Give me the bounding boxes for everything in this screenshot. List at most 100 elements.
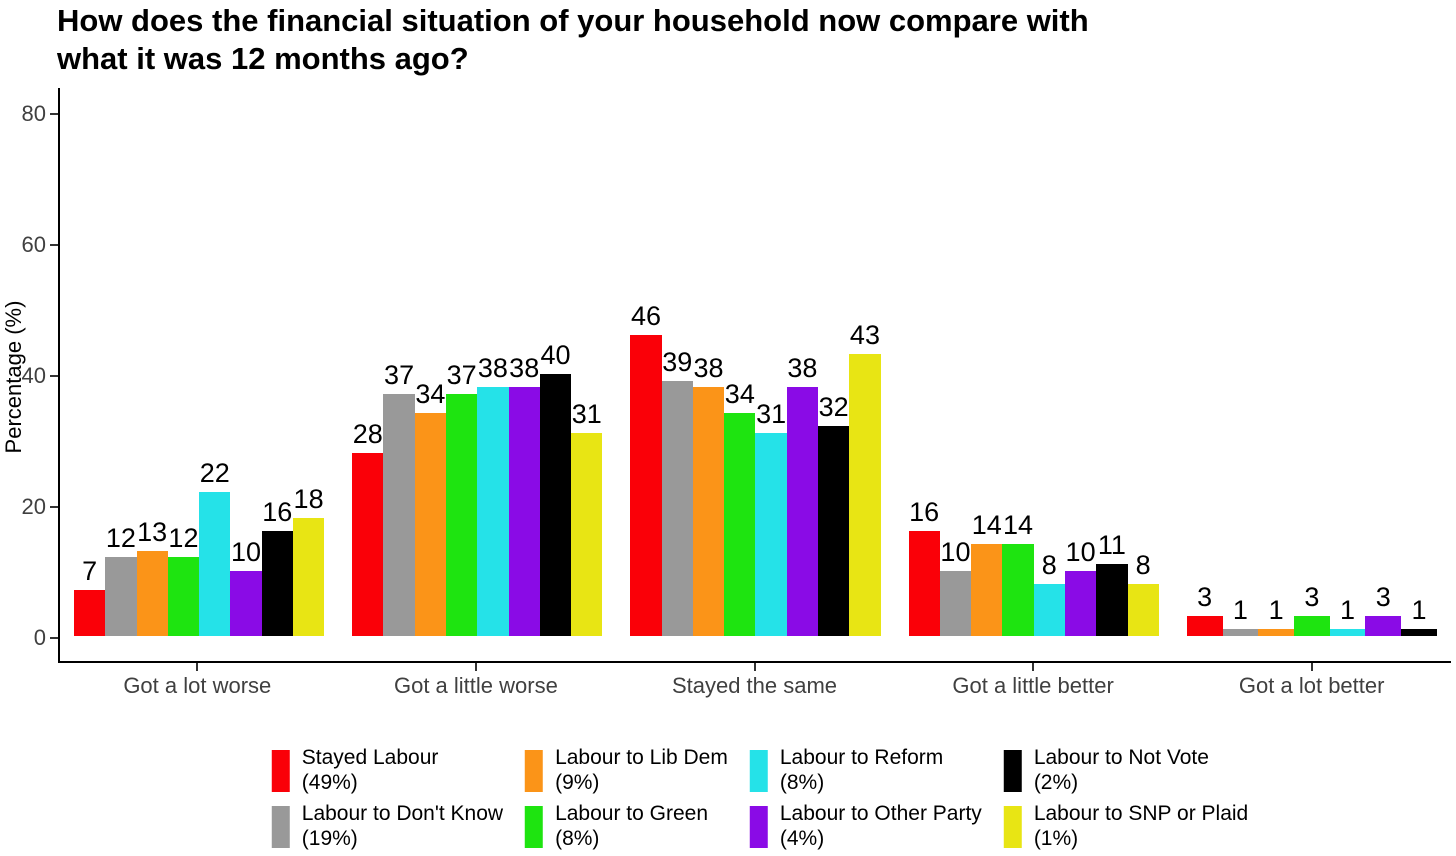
bar: 3 [1365,582,1402,636]
legend-swatch-icon [1003,805,1022,848]
y-tick-mark [50,506,58,509]
legend: Stayed Labour (49%) Labour to Don't Know (1… [271,746,1249,851]
bar-value-label: 38 [477,353,508,384]
bar-value-label: 18 [293,484,324,515]
bar-value-label: 22 [199,457,230,488]
bar-value-label: 12 [168,523,199,554]
bar-value-label: 34 [415,379,446,410]
bar-group: 16 10 14 14 8 10 11 8 [895,88,1173,661]
legend-swatch-icon [1003,749,1022,792]
legend-item: Stayed Labour (49%) [271,746,503,795]
bar-value-label: 10 [230,536,262,567]
x-tick-label: Got a little better [952,673,1114,698]
legend-series-name: Labour to SNP or Plaid [1033,802,1249,826]
bar: 1 [1222,595,1259,636]
x-tick-mark [474,663,477,671]
x-tick-label: Got a lot worse [123,673,272,698]
y-tick-label: 20 [21,494,46,520]
bar: 3 [1186,582,1223,636]
y-tick-label: 0 [33,625,46,650]
bar: 34 [414,379,446,636]
bar-value-label: 32 [818,392,849,423]
bar-value-label: 37 [446,359,477,390]
y-tick-mark [50,113,58,116]
bar: 14 [1002,510,1034,636]
y-tick-mark [50,244,58,247]
bar: 12 [105,523,137,636]
bar: 12 [167,523,200,636]
legend-series-name: Labour to Lib Dem [555,746,728,769]
x-tick-label: Got a lot better [1238,673,1385,698]
bar-value-label: 43 [849,320,880,351]
legend-series-name: Labour to Don't Know [301,802,504,826]
bar: 1 [1329,595,1366,636]
bar: 1 [1258,595,1294,636]
bar: 1 [1401,595,1437,636]
bar: 38 [508,353,540,636]
legend-item: Labour to Not Vote (2%) [1003,746,1248,795]
bar-value-label: 11 [1097,529,1126,560]
bar-value-label: 37 [384,359,415,390]
bar: 8 [1127,550,1159,636]
legend-series-share: (49%) [301,770,358,794]
bar-value-label: 3 [1375,582,1391,613]
legend-item: Labour to SNP or Plaid (1%) [1003,802,1249,851]
legend-series-share: (8%) [779,770,825,794]
bar: 16 [908,497,940,636]
bar: 40 [539,340,572,636]
y-tick-label: 60 [21,232,46,258]
bar-value-label: 12 [105,523,136,554]
legend-series-share: (4%) [779,826,825,850]
bar: 28 [352,419,384,636]
bar: 16 [261,497,293,636]
bar: 10 [939,537,972,636]
legend-swatch-icon [271,749,290,792]
x-tick-mark [753,663,756,671]
bar-value-label: 10 [1065,536,1096,567]
legend-swatch-icon [525,805,544,848]
bar-value-label: 7 [82,556,98,587]
chart-title: How does the financial situation of your… [57,3,1089,76]
bar-value-label: 39 [662,346,693,377]
legend-item: Labour to Other Party (4%) [749,802,982,851]
bar-value-label: 1 [1232,595,1248,626]
bar-group: 46 39 38 34 31 38 32 43 [616,88,894,661]
legend-series-name: Labour to Green [555,802,709,826]
legend-item: Labour to Reform (8%) [749,746,982,795]
bar: 38 [786,353,819,636]
bar-value-label: 38 [787,353,818,384]
x-tick-mark [196,663,199,671]
bar: 31 [571,399,603,636]
bar-group: 28 37 34 37 38 38 40 31 [338,88,616,661]
legend-column: Stayed Labour (49%) Labour to Don't Know (1… [271,746,504,851]
legend-series-name: Labour to Other Party [779,802,982,826]
bar-value-label: 31 [756,399,787,430]
bar: 38 [477,353,509,636]
bar-value-label: 28 [352,418,383,449]
legend-swatch-icon [525,749,544,792]
bar: 10 [230,537,262,636]
bar-value-label: 8 [1135,549,1151,580]
bar-value-label: 1 [1268,595,1284,626]
bar: 10 [1064,537,1097,636]
bar-value-label: 34 [724,379,755,410]
bar: 13 [136,517,168,636]
bar: 7 [73,556,106,636]
legend-swatch-icon [749,749,768,792]
legend-series-share: (2%) [1033,770,1079,794]
legend-series-share: (8%) [555,826,600,850]
legend-item: Labour to Lib Dem (9%) [525,746,728,795]
legend-column: Labour to Lib Dem (9%) Labour to Green (8%) [525,746,728,851]
y-tick-mark [50,637,58,639]
bar: 32 [818,392,850,636]
bar: 37 [446,360,478,636]
bar: 31 [755,399,787,636]
bar-value-label: 38 [509,353,540,384]
legend-series-share: (1%) [1033,826,1079,850]
bar: 11 [1096,530,1128,636]
bar: 39 [661,347,693,636]
bar-value-label: 40 [540,340,571,371]
bar-value-label: 3 [1304,582,1320,613]
